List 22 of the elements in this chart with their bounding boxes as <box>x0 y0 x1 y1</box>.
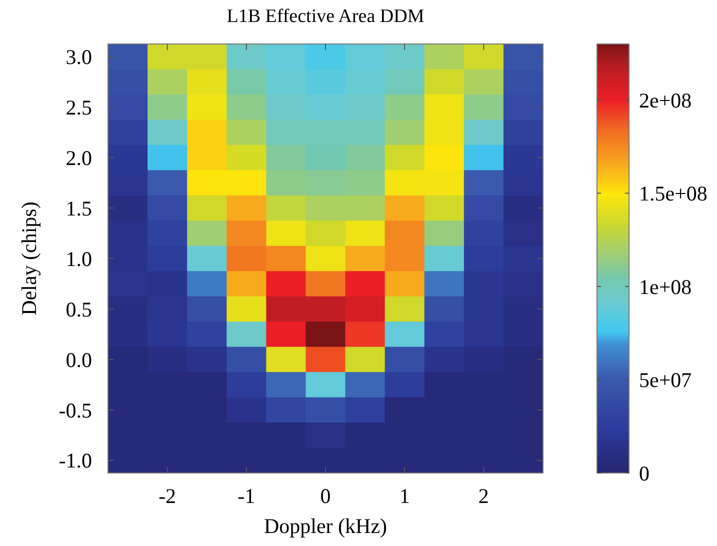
color-bar-label: 1e+08 <box>639 274 692 299</box>
x-tick-label: -1 <box>238 484 256 508</box>
y-tick-label: -0.5 <box>58 398 92 422</box>
color-bar-label: 0 <box>639 461 650 486</box>
chart-title: L1B Effective Area DDM <box>226 6 424 27</box>
x-tick-label: 1 <box>399 484 410 508</box>
y-tick-label: 2.0 <box>66 146 92 170</box>
y-tick-label: 0.0 <box>66 348 92 372</box>
y-tick-label: 0.5 <box>66 297 92 322</box>
y-axis-title: Delay (chips) <box>17 202 41 316</box>
color-bar-label: 2e+08 <box>639 88 692 112</box>
y-tick-label: 1.0 <box>66 246 92 271</box>
x-tick-label: -2 <box>158 484 176 508</box>
x-tick-label: 2 <box>478 484 489 508</box>
y-tick-label: 1.5 <box>66 196 92 220</box>
y-tick-label: 2.5 <box>66 95 92 120</box>
x-tick-label: 0 <box>320 484 331 508</box>
color-bar-label: 1.5e+08 <box>639 182 708 206</box>
color-bar-label: 5e+07 <box>639 368 692 392</box>
y-tick-label: -1.0 <box>58 448 92 473</box>
y-tick-label: 3.0 <box>66 44 92 69</box>
x-axis-title: Doppler (kHz) <box>264 514 388 538</box>
